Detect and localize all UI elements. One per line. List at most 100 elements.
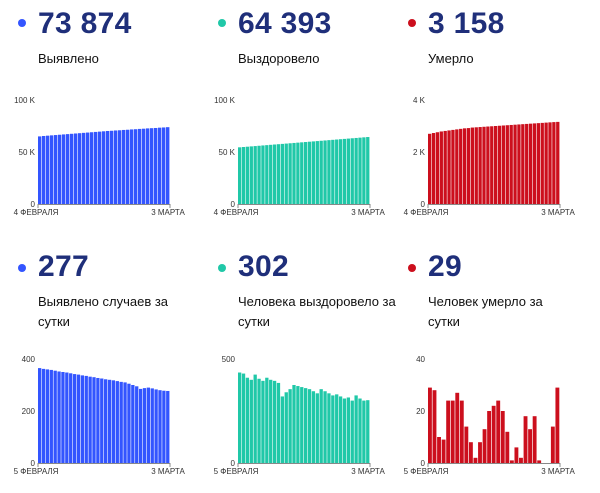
bar [304, 142, 308, 204]
bar [66, 134, 70, 204]
bar [315, 141, 319, 204]
bar [138, 128, 142, 204]
x-tick-label: 5 ФЕВРАЛЯ [404, 467, 449, 476]
bar [350, 400, 354, 463]
bar [257, 145, 261, 204]
y-tick-label: 40 [416, 355, 425, 364]
y-tick-label: 50 K [19, 148, 36, 157]
bar [473, 457, 478, 463]
bar [49, 369, 53, 463]
bar [556, 121, 560, 204]
bar [166, 390, 170, 463]
infected-total-label: Выявлено [38, 51, 99, 66]
bar [249, 379, 253, 463]
bar [110, 130, 114, 204]
bar [241, 147, 246, 204]
bar [80, 375, 85, 463]
panel-recovered-daily: 302 Человека выздоровело за сутки 0 500 5 … [214, 250, 404, 490]
panel-recovered-total: 64 393 Выздоровело 0 50 K 100 K 4 ФЕВРАЛЯ 3 … [214, 5, 404, 245]
infected-total-value: 73 874 [38, 7, 132, 40]
bar [154, 389, 158, 463]
bar [323, 391, 327, 463]
bar [158, 390, 162, 463]
bar [552, 122, 556, 204]
y-tick-label: 0 [31, 200, 36, 209]
bar [61, 372, 65, 463]
deaths-daily-legend-dot-icon [408, 264, 416, 272]
y-tick-label: 2 K [413, 148, 426, 157]
bar [94, 131, 98, 204]
bar [158, 127, 162, 204]
bar [358, 137, 362, 204]
bar [536, 123, 541, 204]
bar [269, 379, 273, 463]
bar [311, 391, 316, 463]
bar [288, 389, 292, 463]
panel-deaths-daily: 29 Человек умерло за сутки 0 20 40 5 ФЕВРАЛ… [404, 250, 594, 490]
bar [300, 142, 304, 204]
bar [354, 137, 358, 204]
bar [150, 128, 154, 204]
bar [288, 143, 292, 204]
bar [513, 124, 517, 204]
bar [517, 124, 521, 204]
deaths-daily-value: 29 [428, 250, 462, 283]
bar [65, 372, 69, 463]
deaths-daily-chart: 0 20 40 5 ФЕВРАЛЯ 3 МАРТА [404, 355, 576, 476]
bar [474, 127, 478, 204]
bar [346, 138, 351, 204]
bar [528, 123, 533, 204]
bar [90, 132, 94, 204]
bar [555, 387, 560, 463]
bar [98, 131, 102, 204]
bar [521, 124, 525, 204]
bar [346, 397, 351, 463]
bar [366, 400, 370, 463]
bar [509, 460, 514, 463]
bar [130, 129, 134, 204]
bar [296, 386, 300, 463]
x-tick-label: 4 ФЕВРАЛЯ [214, 208, 259, 217]
recovered-daily-label: Человека выздоровело за сутки [238, 294, 396, 329]
bar [276, 144, 281, 204]
bar [138, 388, 143, 463]
y-tick-label: 400 [22, 355, 36, 364]
bar [490, 126, 494, 204]
bar [131, 385, 135, 463]
bar [119, 381, 123, 463]
y-tick-label: 0 [421, 459, 426, 468]
infected-daily-value: 277 [38, 250, 89, 283]
x-tick-label: 3 МАРТА [541, 208, 575, 217]
bar [146, 128, 150, 204]
bar [57, 371, 61, 463]
bar [150, 388, 154, 463]
bar [88, 376, 92, 463]
bar [446, 400, 451, 463]
bar [74, 133, 78, 204]
bar [447, 130, 451, 204]
x-tick-label: 4 ФЕВРАЛЯ [14, 208, 59, 217]
bar [41, 368, 46, 463]
bar [84, 375, 88, 463]
bar [362, 400, 366, 463]
bar [540, 122, 544, 204]
bar [146, 387, 151, 463]
bar [319, 140, 323, 204]
bar [307, 141, 312, 204]
bar [532, 123, 537, 204]
bar [451, 129, 455, 204]
bar [106, 130, 110, 204]
bar [265, 145, 269, 204]
bar [54, 135, 58, 204]
deaths-legend-dot-icon [408, 19, 416, 27]
bar [96, 377, 100, 463]
bar [284, 392, 288, 463]
bar [115, 381, 119, 463]
bar [238, 372, 242, 463]
y-tick-label: 0 [31, 459, 36, 468]
x-tick-label: 3 МАРТА [541, 467, 575, 476]
bar [323, 140, 327, 204]
bar [284, 143, 288, 204]
recovered-daily-legend-dot-icon [218, 264, 226, 272]
infected-daily-label: Выявлено случаев за сутки [38, 294, 169, 329]
